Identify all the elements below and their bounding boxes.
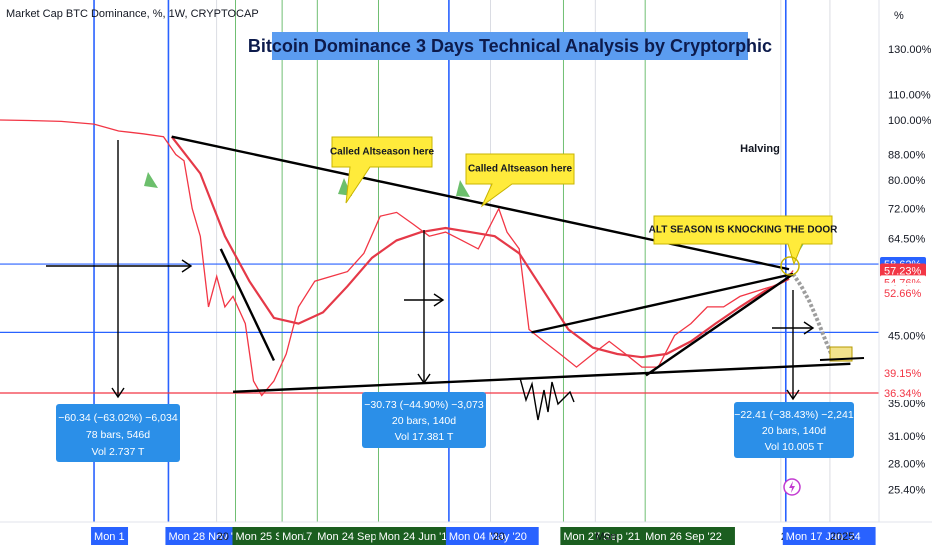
price-tag-4: 52.66% [884, 288, 922, 300]
y-tick-label-7: 45.00% [888, 330, 926, 342]
measure-box-1: −60.34 (−63.02%) −6,034 78 bars, 546d Vo… [56, 404, 180, 462]
trendline-4[interactable] [219, 248, 276, 361]
callout-3-text: ALT SEASON IS KNOCKING THE DOOR [649, 225, 838, 236]
arrow-annotations [46, 140, 815, 421]
series-projection [791, 272, 836, 362]
svg-text:20 bars, 140d: 20 bars, 140d [392, 415, 456, 427]
trendlines [171, 135, 851, 394]
x-label-13: Mon 17 Jun '24 [786, 531, 861, 543]
breakout-circle [780, 256, 800, 276]
x-label-2: 20 [217, 531, 229, 543]
trendline-1[interactable] [232, 362, 851, 394]
y-tick-label-9: 31.00% [888, 431, 926, 443]
series-layer [0, 119, 836, 397]
svg-text:Vol 10.005 T: Vol 10.005 T [765, 441, 824, 453]
price-tag-bg-5 [880, 365, 926, 380]
scale-button[interactable]: % [881, 4, 929, 26]
x-label-bg-0 [91, 527, 129, 545]
x-label-bg-6 [375, 527, 469, 545]
price-tag-6: 36.34% [884, 388, 922, 400]
price-axis[interactable]: 130.00% 110.00% 100.00% 88.00% 80.00% 72.00% 6… [888, 44, 932, 496]
svg-text:20 bars, 140d: 20 bars, 140d [762, 425, 826, 437]
svg-text:−30.73 (−44.90%) −3,073: −30.73 (−44.90%) −3,073 [364, 399, 484, 411]
svg-text:Vol 2.737 T: Vol 2.737 T [92, 446, 146, 458]
svg-text:−22.41 (−38.43%) −2,241: −22.41 (−38.43%) −2,241 [734, 409, 854, 421]
x-label-5: Mon 24 Sep '18 [317, 531, 394, 543]
price-tag-bg-1 [880, 263, 926, 278]
x-label-bg-9 [560, 527, 654, 545]
callout-altseason-1: Called Altseason here [330, 136, 435, 204]
trendline-3[interactable] [645, 272, 794, 377]
x-label-6: Mon 24 Jun '19 [379, 531, 454, 543]
callout-altseason-2: Called Altseason here [465, 153, 575, 208]
y-tick-label-2: 100.00% [888, 115, 932, 127]
x-label-14: 2025 [830, 531, 854, 543]
series-moving_average [170, 136, 790, 359]
y-tick-label-0: 130.00% [888, 44, 932, 56]
y-tick-label-1: 110.00% [888, 89, 931, 101]
x-label-bg-11 [642, 527, 735, 545]
x-label-1: Mon 28 Nov '16 [168, 531, 245, 543]
x-label-10: Mon [595, 531, 616, 543]
x-label-0: Mon 1 [94, 531, 125, 543]
y-tick-label-3: 88.00% [888, 149, 926, 161]
svg-text:78 bars, 546d: 78 bars, 546d [86, 429, 150, 441]
callout-2-text: Called Altseason here [468, 164, 573, 175]
price-tag-5: 39.15% [884, 368, 922, 380]
x-label-bg-7 [445, 527, 539, 545]
y-tick-label-5: 72.00% [888, 204, 926, 216]
vertical-cycle-lines [93, 0, 831, 522]
target-baseline [819, 357, 865, 361]
callout-alt-season-knocking: ALT SEASON IS KNOCKING THE DOOR [649, 215, 838, 266]
svg-text:Vol 17.381 T: Vol 17.381 T [395, 431, 454, 443]
y-tick-label-11: 25.40% [888, 485, 926, 497]
measure-box-2: −30.73 (−44.90%) −3,073 20 bars, 140d Vo… [362, 392, 486, 448]
price-tags: 58.62%57.23%54.76%6d 7h52.66%39.15%36.34… [880, 257, 926, 400]
series-price [0, 119, 794, 397]
x-label-bg-4 [279, 527, 304, 545]
x-label-11: Mon 26 Sep '22 [645, 531, 722, 543]
measure-box-3: −22.41 (−38.43%) −2,241 20 bars, 140d Vo… [734, 402, 854, 458]
chart-title-banner: Bitcoin Dominance 3 Days Technical Analy… [248, 32, 772, 60]
y-tick-label-8: 35.00% [888, 398, 926, 410]
symbol-header: Market Cap BTC Dominance, %, 1W, CRYPTOC… [6, 8, 259, 20]
svg-text:−60.34 (−63.02%) −6,034: −60.34 (−63.02%) −6,034 [58, 412, 178, 424]
price-tag-1: 57.23% [884, 266, 922, 278]
projection-target-box [829, 346, 853, 362]
callout-1-text: Called Altseason here [330, 147, 435, 158]
halving-label: Halving [740, 143, 780, 155]
trendline-0[interactable] [171, 135, 790, 271]
x-label-bg-13 [782, 527, 876, 545]
y-tick-label-10: 28.00% [888, 458, 926, 470]
x-label-7: Mon 04 May '20 [449, 531, 527, 543]
trendline-2[interactable] [531, 272, 794, 334]
x-label-8: '20 [491, 531, 505, 543]
price-tag-bg-4 [880, 285, 926, 300]
lightning-icon[interactable] [783, 478, 801, 496]
price-tag-bg-6 [880, 386, 926, 400]
x-label-9: Mon 27 Sep '21 [563, 531, 640, 543]
chart-title: Bitcoin Dominance 3 Days Technical Analy… [248, 36, 772, 56]
y-tick-label-6: 64.50% [888, 233, 926, 245]
x-label-4: Mon [282, 531, 303, 543]
y-tick-label-4: 80.00% [888, 175, 926, 187]
svg-text:%: % [894, 10, 904, 22]
